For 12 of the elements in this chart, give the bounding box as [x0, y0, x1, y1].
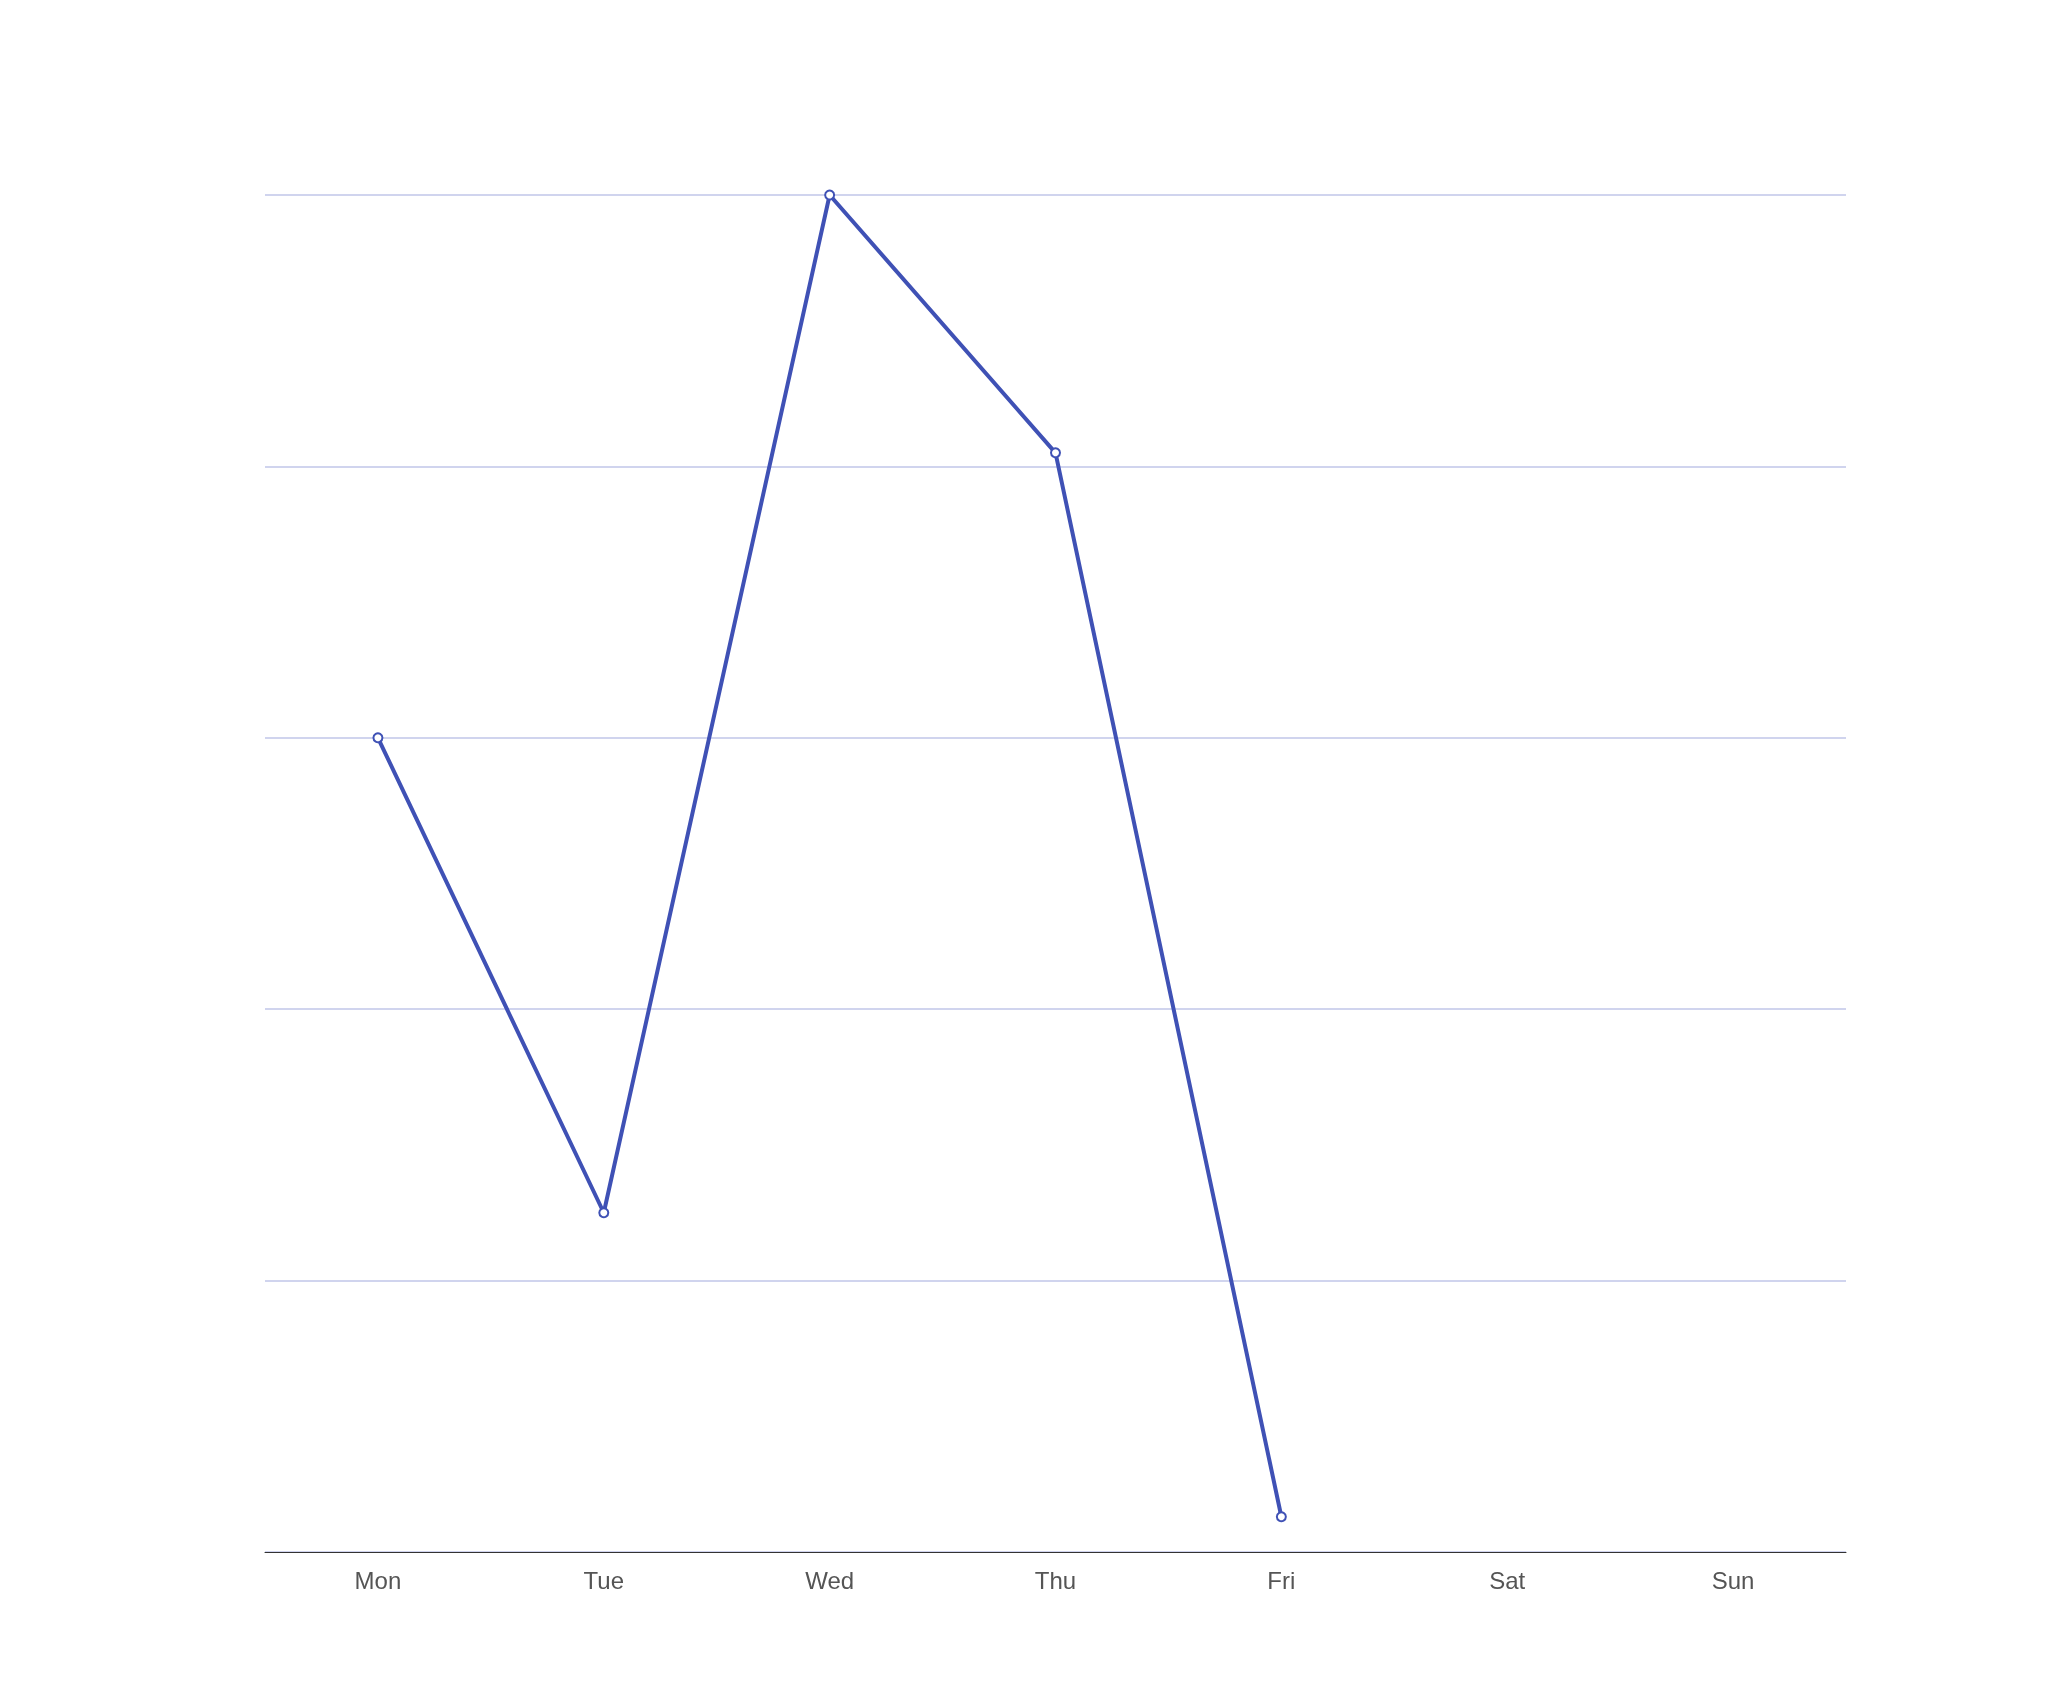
x-tick-label: Wed — [805, 1566, 855, 1594]
x-tick-label: Tue — [583, 1566, 625, 1594]
x-tick-label: Sat — [1489, 1566, 1526, 1594]
x-tick-label: Fri — [1267, 1566, 1296, 1594]
x-tick-label: Mon — [354, 1566, 402, 1594]
x-tick-label: Sun — [1711, 1566, 1755, 1594]
point — [1050, 447, 1061, 459]
point — [372, 732, 384, 744]
point — [598, 1207, 610, 1219]
x-tick-label: Thu — [1034, 1566, 1077, 1594]
point — [1275, 1511, 1287, 1523]
point — [824, 189, 836, 201]
